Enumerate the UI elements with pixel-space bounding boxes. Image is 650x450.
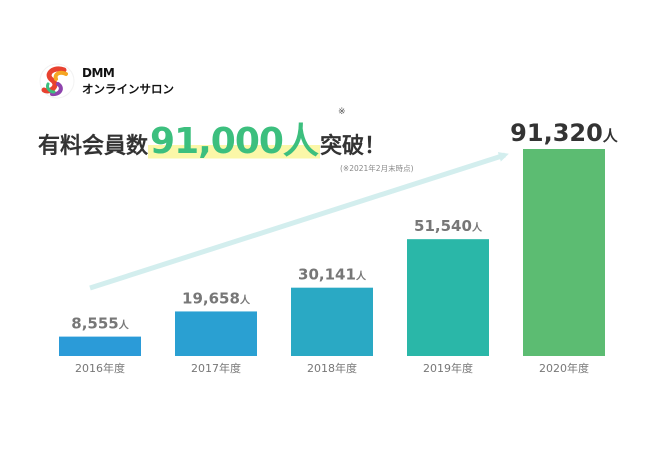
- value-label-2016年度: 8,555人: [71, 315, 129, 333]
- headline: 有料会員数91,000人突破！: [38, 112, 386, 162]
- value-label-2019年度: 51,540人: [414, 217, 483, 235]
- brand-name-bottom: オンラインサロン: [82, 82, 174, 96]
- salon-logo-icon: [39, 63, 75, 99]
- category-label-2019年度: 2019年度: [423, 361, 473, 375]
- category-label-2016年度: 2016年度: [75, 361, 125, 375]
- brand-logo: DMM オンラインサロン: [38, 62, 238, 102]
- headline-footnote: (※2021年2月末時点): [340, 164, 414, 173]
- headline-number: 91,000人: [148, 121, 320, 162]
- bar-2016年度: [59, 336, 141, 356]
- value-label-2017年度: 19,658人: [182, 289, 251, 307]
- bar-2019年度: [407, 239, 489, 356]
- headline-suffix: 突破！: [319, 134, 386, 159]
- value-label-2020年度: 91,320人: [510, 119, 619, 147]
- headline-prefix: 有料会員数: [38, 134, 149, 159]
- bar-2017年度: [175, 311, 257, 356]
- category-label-2020年度: 2020年度: [539, 361, 589, 375]
- value-label-2018年度: 30,141人: [298, 266, 367, 284]
- category-label-2018年度: 2018年度: [307, 361, 357, 375]
- bar-2018年度: [291, 287, 373, 356]
- brand-name-top: DMM: [82, 66, 115, 80]
- category-label-2017年度: 2017年度: [191, 361, 241, 375]
- trend-arrow: [89, 152, 509, 291]
- headline-asterisk: ※: [338, 107, 346, 117]
- bar-2020年度: [523, 149, 605, 356]
